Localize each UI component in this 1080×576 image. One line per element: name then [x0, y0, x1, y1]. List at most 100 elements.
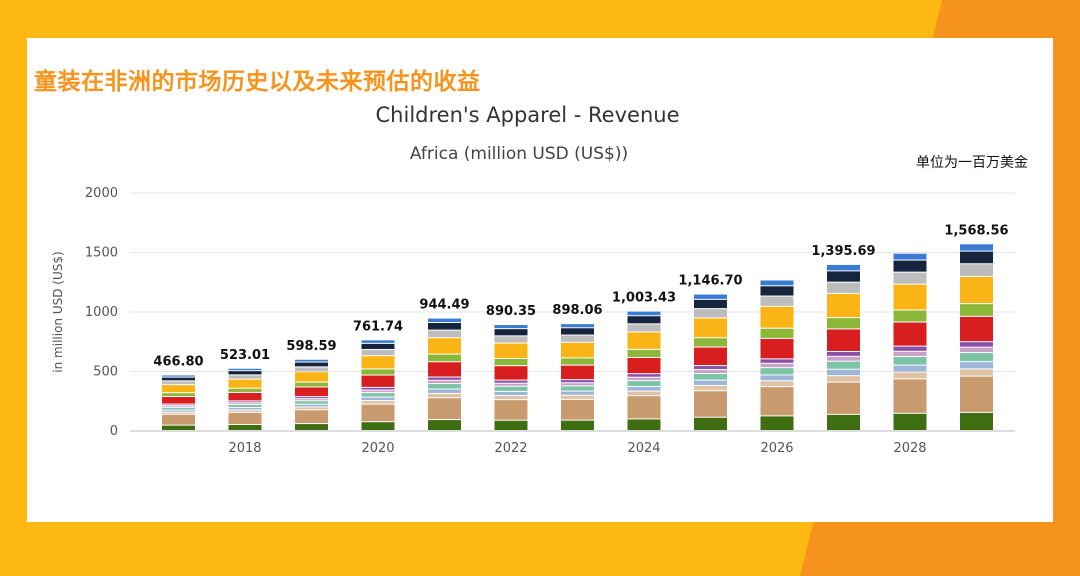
bar-segment: [960, 304, 993, 316]
bar-segment: [494, 396, 528, 400]
x-tick-label: 2024: [627, 441, 660, 456]
bar-segment: [627, 332, 661, 349]
bar-segment: [162, 377, 195, 381]
bar-segment: [428, 354, 461, 362]
bar-segment: [893, 272, 927, 284]
bar-segment: [960, 353, 993, 362]
bar-segment: [960, 276, 993, 304]
bar-segment: [960, 251, 993, 264]
bar-segment: [627, 391, 661, 396]
bar-segment: [228, 368, 262, 371]
bar-segment: [694, 294, 727, 299]
bar-segment: [494, 380, 528, 383]
bar-segment: [627, 311, 661, 316]
bar-segment: [827, 264, 860, 271]
bar-segment: [228, 412, 262, 424]
bar-segment: [162, 414, 195, 425]
x-tick-label: 2026: [760, 441, 793, 456]
bar-segment: [494, 358, 528, 366]
bar-segment: [827, 369, 860, 376]
chart-card: [27, 38, 1053, 522]
bar-segment: [361, 343, 395, 350]
bar-segment: [893, 413, 927, 430]
bar-segment: [295, 387, 328, 397]
bar-total-label: 1,395.69: [811, 244, 875, 259]
bar-segment: [295, 401, 328, 404]
bar-segment: [295, 399, 328, 401]
bar-segment: [295, 404, 328, 407]
bar-segment: [960, 316, 993, 342]
bar-segment: [827, 414, 860, 430]
bar-segment: [228, 401, 262, 403]
bar-segment: [361, 401, 395, 404]
bar-segment: [627, 349, 661, 357]
bar-total-label: 598.59: [286, 339, 336, 354]
bar-segment: [760, 359, 794, 363]
bar-segment: [694, 391, 727, 417]
bar-segment: [295, 382, 328, 387]
bar-segment: [561, 380, 594, 383]
unit-note: 单位为一百万美金: [916, 155, 1028, 171]
bar-segment: [295, 372, 328, 382]
bar-segment: [494, 391, 528, 396]
bar-segment: [627, 316, 661, 324]
bar-segment: [627, 374, 661, 377]
bar-segment: [162, 397, 195, 404]
bar-segment: [893, 372, 927, 379]
bar-segment: [494, 400, 528, 420]
bar-segment: [960, 264, 993, 276]
bar-segment: [960, 362, 993, 369]
bar-segment: [361, 390, 395, 393]
bar-segment: [827, 351, 860, 356]
bar-segment: [627, 377, 661, 381]
bar-segment: [428, 420, 461, 430]
bar-segment: [827, 329, 860, 351]
bar-segment: [295, 359, 328, 362]
bar-total-label: 1,568.56: [944, 223, 1008, 238]
bar-segment: [162, 385, 195, 393]
bar-segment: [228, 379, 262, 388]
bar-segment: [627, 386, 661, 391]
bar-segment: [827, 376, 860, 382]
bar-segment: [228, 392, 262, 401]
bar-segment: [428, 377, 461, 380]
bar-total-label: 890.35: [486, 304, 536, 319]
bar-segment: [162, 412, 195, 414]
bar-segment: [361, 350, 395, 356]
y-tick-label: 500: [93, 365, 118, 380]
bar-segment: [694, 309, 727, 318]
bar-segment: [694, 380, 727, 385]
bar-total-label: 1,146.70: [678, 274, 742, 289]
chart-title: Children's Apparel - Revenue: [375, 103, 680, 127]
bar-segment: [361, 340, 395, 343]
bar-segment: [694, 385, 727, 391]
y-tick-label: 1500: [85, 246, 118, 261]
bar-segment: [295, 367, 328, 372]
bar-segment: [627, 381, 661, 386]
bar-segment: [561, 324, 594, 328]
bar-segment: [694, 374, 727, 380]
bar-segment: [827, 382, 860, 414]
bar-segment: [561, 395, 594, 399]
bar-segment: [228, 375, 262, 379]
bar-segment: [627, 419, 661, 430]
x-tick-label: 2020: [361, 441, 394, 456]
bar-segment: [361, 369, 395, 375]
bar-segment: [361, 404, 395, 422]
bar-segment: [893, 365, 927, 372]
bar-segment: [694, 318, 727, 338]
bar-segment: [361, 393, 395, 397]
bar-segment: [494, 420, 528, 430]
bar-segment: [561, 420, 594, 430]
bar-segment: [428, 398, 461, 420]
bar-segment: [694, 370, 727, 374]
bar-segment: [162, 406, 195, 407]
bar-segment: [428, 384, 461, 389]
bar-total-label: 523.01: [220, 348, 270, 363]
x-tick-label: 2018: [228, 441, 261, 456]
bar-segment: [162, 381, 195, 385]
bar-segment: [162, 410, 195, 412]
bar-total-label: 761.74: [353, 319, 403, 334]
bar-segment: [760, 387, 794, 416]
